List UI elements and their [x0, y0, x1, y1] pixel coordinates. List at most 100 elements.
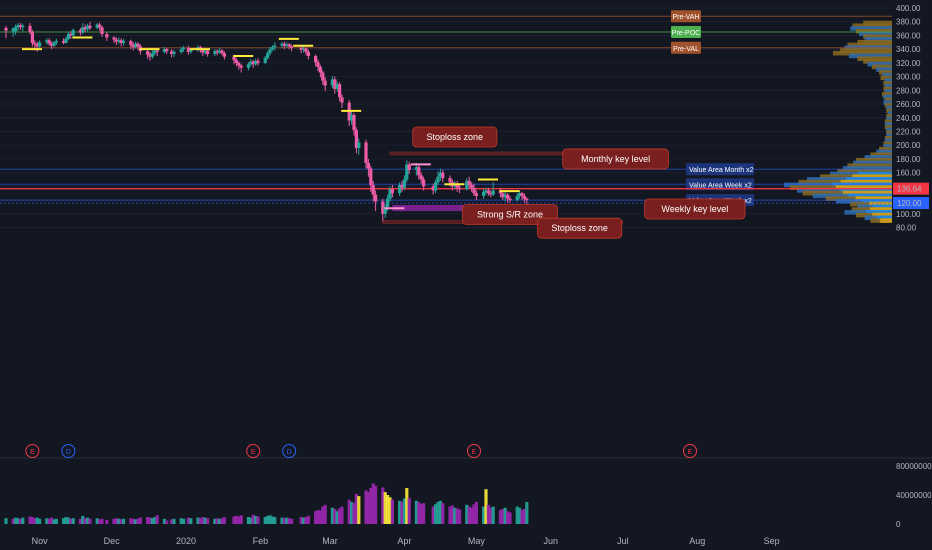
volume-bar: [28, 516, 32, 524]
candle-body: [280, 43, 284, 46]
volume-bar: [270, 516, 274, 524]
volume-bar: [381, 487, 385, 524]
candle: [131, 42, 135, 51]
volume-bar: [357, 496, 361, 524]
volume-bar: [431, 506, 435, 524]
profile-bar: [858, 31, 892, 37]
volume-bar: [525, 501, 529, 524]
event-label: E: [472, 449, 477, 456]
volume-bar: [30, 517, 34, 524]
volume-bar: [268, 515, 272, 524]
candle-body: [172, 51, 176, 54]
candle-body: [83, 27, 87, 30]
volume-bar: [306, 515, 310, 524]
volume-bar: [489, 507, 493, 524]
candle: [28, 23, 32, 35]
event-circle: [282, 444, 297, 458]
volume-bar: [119, 519, 123, 524]
volume-bar: [170, 519, 174, 524]
candle-body: [525, 198, 529, 201]
volume-bar: [71, 518, 75, 524]
profile-bar: [847, 42, 892, 48]
candle: [162, 47, 166, 54]
candle-body: [14, 27, 18, 32]
candle: [522, 193, 526, 203]
volume-bar: [470, 507, 474, 524]
volume-bar: [338, 508, 342, 524]
volume-bar: [148, 517, 152, 524]
profile-bar-highlight: [839, 188, 892, 193]
event-label: D: [287, 449, 292, 456]
profile-bar-highlight: [876, 215, 892, 221]
candle-body: [182, 47, 186, 50]
candle-body: [304, 48, 308, 52]
event-marker: E: [467, 444, 481, 458]
volume-bar: [201, 517, 205, 524]
candle-body: [350, 115, 354, 121]
volume-bar: [45, 518, 49, 524]
price-tick-label: 240.00: [896, 114, 921, 123]
profile-bar-highlight: [880, 218, 892, 223]
candle-body: [232, 56, 236, 61]
candle-body: [386, 198, 390, 207]
candle-body: [314, 56, 318, 63]
volume-bar: [474, 501, 478, 524]
candle-body: [340, 97, 344, 103]
profile-bar: [884, 78, 892, 83]
candle: [333, 76, 337, 94]
candle: [81, 23, 85, 35]
candle-body: [95, 24, 99, 28]
profile-bar-highlight: [869, 201, 892, 207]
volume-bar: [417, 501, 421, 524]
event-label: E: [30, 449, 35, 456]
candle: [256, 58, 260, 66]
candle-body: [266, 53, 270, 59]
candle-body: [518, 193, 522, 196]
profile-bar: [837, 168, 892, 174]
candle: [38, 40, 42, 49]
candle: [374, 190, 378, 212]
candle-body: [81, 27, 85, 33]
volume-bar: [196, 517, 200, 524]
profile-bar-highlight: [832, 182, 892, 188]
profile-bar: [886, 133, 892, 138]
price-axis[interactable]: 400.00 380.00 360.00 340.00 320.00 300.00 280.…: [893, 4, 932, 529]
profile-bar-highlight: [848, 193, 892, 199]
profile-bar: [843, 166, 892, 171]
candle-body: [299, 47, 303, 50]
volume-bar: [69, 518, 73, 524]
event-marker: E: [246, 444, 261, 458]
volume-bar: [134, 519, 138, 524]
candle: [350, 110, 354, 125]
volume-bar: [251, 514, 255, 524]
volume-bar: [350, 501, 354, 524]
candle: [16, 23, 20, 31]
candle-body: [35, 44, 39, 47]
candle: [515, 193, 519, 202]
volume-tick-label: 0: [896, 520, 901, 529]
time-tick-label: Sep: [764, 536, 780, 546]
candle-body: [458, 187, 462, 190]
volume-bar: [131, 518, 135, 524]
volume-bar: [215, 518, 219, 524]
candle: [98, 22, 102, 31]
volume-bar: [218, 518, 222, 524]
candle: [18, 23, 22, 30]
candle-body: [422, 179, 426, 187]
candle: [249, 59, 253, 67]
price-tick-label: 380.00: [896, 18, 921, 27]
candle-body: [273, 45, 277, 48]
candle: [318, 64, 322, 78]
volume-bar: [239, 515, 243, 524]
candle-body: [129, 40, 133, 46]
profile-bar-highlight: [869, 207, 892, 212]
profile-bar: [871, 64, 892, 70]
candle: [69, 31, 73, 39]
candle-body: [71, 29, 75, 36]
profile-bar: [856, 28, 892, 34]
time-axis[interactable]: Nov Dec 2020 Feb Mar Apr May Jun Jul Aug Sep: [32, 536, 780, 546]
volume-bar: [422, 503, 426, 524]
price-tick-label: 180.00: [896, 155, 921, 164]
candle: [474, 190, 478, 201]
